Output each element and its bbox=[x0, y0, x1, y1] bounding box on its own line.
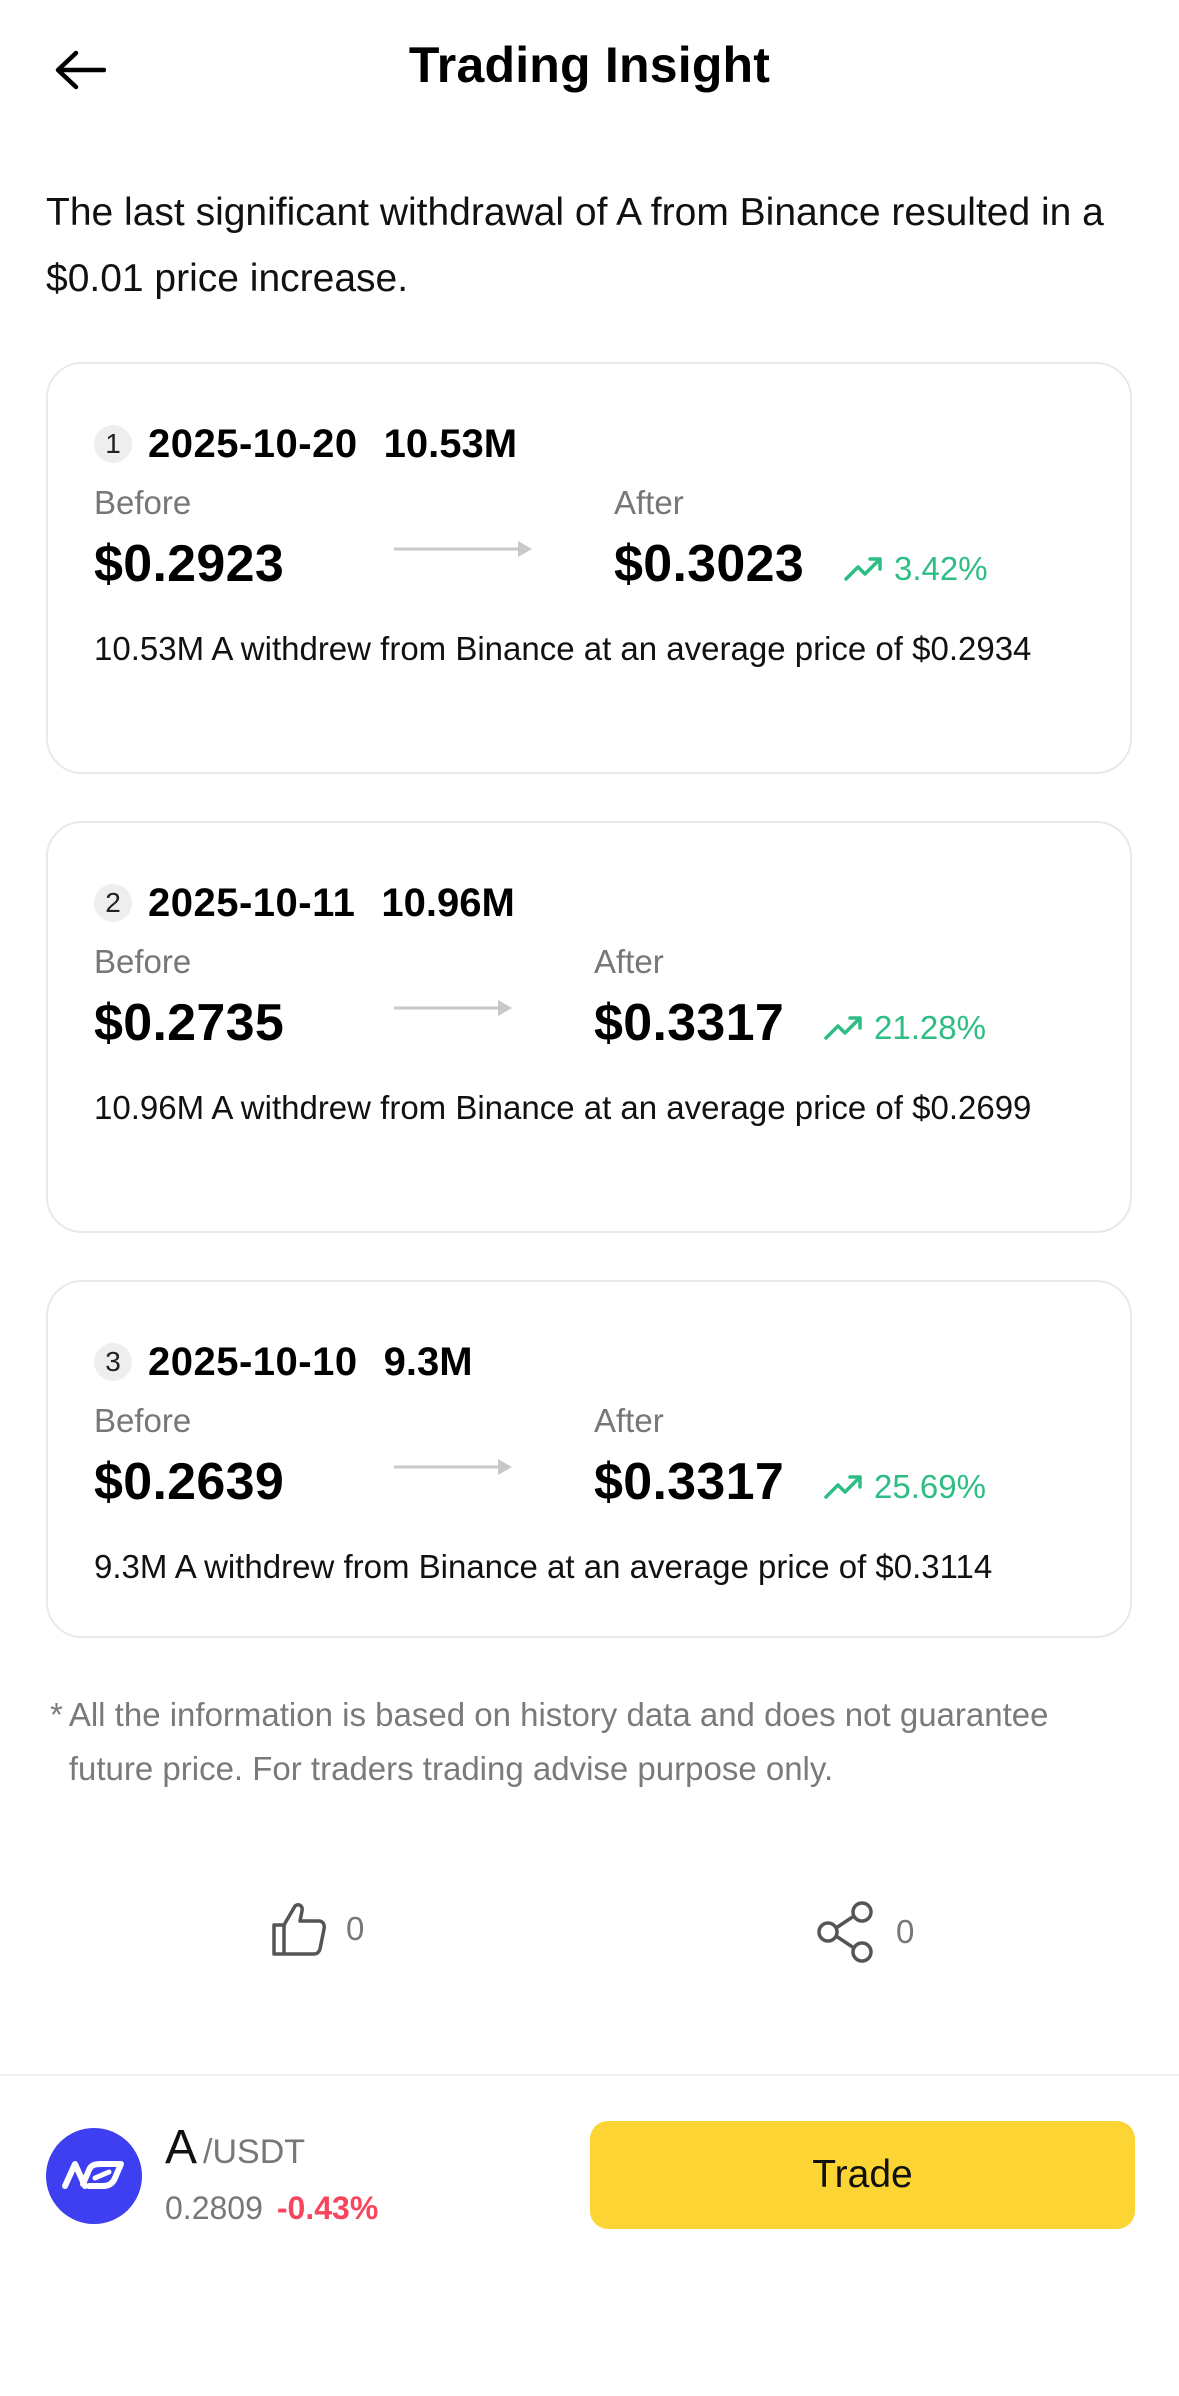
card-amount: 9.3M bbox=[383, 1339, 473, 1384]
trade-button[interactable]: Trade bbox=[590, 2121, 1135, 2229]
arrow-left-icon bbox=[55, 50, 106, 90]
pair-quote: /USDT bbox=[203, 2133, 306, 2171]
trading-pair[interactable]: A /USDT bbox=[165, 2120, 305, 2175]
card-header: 3 2025-10-10 9.3M bbox=[94, 1337, 473, 1387]
after-label: After bbox=[594, 943, 664, 980]
ticker: 0.2809 -0.43% bbox=[165, 2190, 378, 2227]
pair-base: A bbox=[165, 2121, 198, 2174]
trend-up-icon bbox=[824, 1016, 862, 1040]
price-change-value: 25.69% bbox=[874, 1468, 986, 1505]
card-description: 9.3M A withdrew from Binance at an avera… bbox=[94, 1548, 993, 1585]
coin-logo-icon bbox=[46, 2128, 142, 2224]
disclaimer-text: All the information is based on history … bbox=[68, 1696, 1049, 1787]
card-header: 2 2025-10-11 10.96M bbox=[94, 878, 515, 928]
header: Trading Insight bbox=[0, 0, 1179, 140]
card-description: 10.96M A withdrew from Binance at an ave… bbox=[94, 1089, 1032, 1126]
card-date: 2025-10-10 bbox=[148, 1339, 358, 1384]
price-change-pct: -0.43% bbox=[276, 2190, 379, 2226]
insight-summary: The last significant withdrawal of A fro… bbox=[46, 191, 1104, 300]
disclaimer-marker: * bbox=[50, 1696, 63, 1733]
price-change-value: 3.42% bbox=[894, 550, 988, 587]
before-label: Before bbox=[94, 943, 192, 980]
divider bbox=[0, 2074, 1179, 2076]
share-icon bbox=[817, 1901, 873, 1963]
price-change: 25.69% bbox=[824, 1468, 986, 1506]
after-label: After bbox=[594, 1402, 664, 1439]
thumbs-up-icon bbox=[272, 1903, 326, 1956]
last-price: 0.2809 bbox=[165, 2190, 263, 2226]
card-index: 2 bbox=[94, 884, 132, 922]
card-index: 3 bbox=[94, 1343, 132, 1381]
price-change-value: 21.28% bbox=[874, 1009, 986, 1046]
before-label: Before bbox=[94, 1402, 192, 1439]
after-price: $0.3023 bbox=[614, 535, 805, 593]
withdrawal-card: 2 2025-10-11 10.96M Before $0.2735 After… bbox=[46, 821, 1132, 1233]
card-description: 10.53M A withdrew from Binance at an ave… bbox=[94, 630, 1032, 667]
disclaimer: * All the information is based on histor… bbox=[50, 1688, 1130, 1796]
after-price: $0.3317 bbox=[594, 1453, 785, 1511]
back-button[interactable] bbox=[40, 30, 120, 110]
before-price: $0.2735 bbox=[94, 994, 285, 1052]
share-count: 0 bbox=[896, 1913, 915, 1950]
like-button[interactable]: 0 bbox=[270, 1900, 364, 1958]
card-amount: 10.53M bbox=[383, 421, 518, 466]
arrow-right-icon bbox=[394, 1459, 512, 1475]
price-change: 3.42% bbox=[844, 550, 988, 588]
after-label: After bbox=[614, 484, 684, 521]
like-count: 0 bbox=[346, 1910, 365, 1947]
before-label: Before bbox=[94, 484, 192, 521]
withdrawal-card: 3 2025-10-10 9.3M Before $0.2639 After $… bbox=[46, 1280, 1132, 1638]
price-change: 21.28% bbox=[824, 1009, 986, 1047]
card-date: 2025-10-20 bbox=[148, 421, 358, 466]
card-index: 1 bbox=[94, 425, 132, 463]
coin-logo-mark bbox=[62, 2161, 124, 2189]
card-amount: 10.96M bbox=[381, 880, 515, 925]
before-price: $0.2923 bbox=[94, 535, 285, 593]
card-header: 1 2025-10-20 10.53M bbox=[94, 419, 517, 469]
trend-up-icon bbox=[844, 557, 882, 581]
after-price: $0.3317 bbox=[594, 994, 785, 1052]
arrow-right-icon bbox=[394, 541, 532, 557]
page-title: Trading Insight bbox=[408, 37, 771, 93]
before-price: $0.2639 bbox=[94, 1453, 285, 1511]
share-button[interactable]: 0 bbox=[814, 1900, 914, 1964]
trend-up-icon bbox=[824, 1475, 862, 1499]
arrow-right-icon bbox=[394, 1000, 512, 1016]
withdrawal-card: 1 2025-10-20 10.53M Before $0.2923 After… bbox=[46, 362, 1132, 774]
card-date: 2025-10-11 bbox=[148, 880, 356, 925]
